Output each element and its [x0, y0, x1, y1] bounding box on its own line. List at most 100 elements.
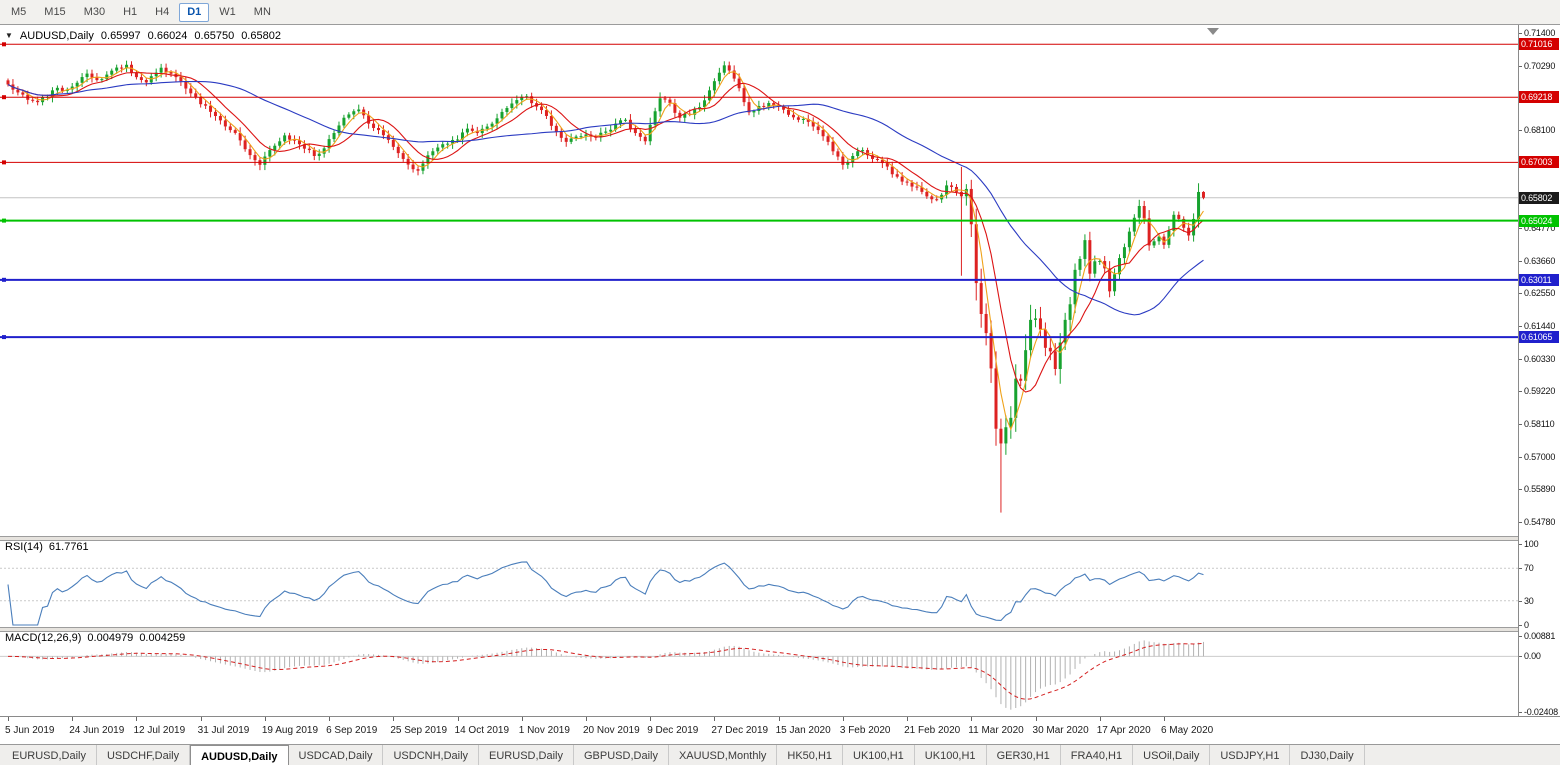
candle-body — [297, 140, 301, 145]
candle-body — [717, 72, 721, 82]
chart-tab[interactable]: AUDUSD,Daily — [190, 745, 289, 765]
hline-anchor-handle[interactable] — [2, 42, 6, 47]
timeframe-button-m15[interactable]: M15 — [44, 5, 66, 18]
candle-body — [1201, 191, 1205, 198]
timeframe-button-h4[interactable]: H4 — [155, 5, 170, 18]
pane-splitter[interactable] — [0, 627, 1518, 632]
candle-body — [801, 118, 805, 120]
rsi-tick — [1519, 544, 1522, 545]
price-tick-label: 0.58110 — [1524, 419, 1555, 430]
price-tick — [1519, 489, 1522, 491]
chart-tab[interactable]: FRA40,H1 — [1061, 745, 1134, 765]
chart-tab[interactable]: USDCAD,Daily — [289, 745, 384, 765]
candle-body — [658, 98, 662, 112]
hline-anchor-handle[interactable] — [2, 218, 6, 223]
candle-body — [861, 150, 865, 152]
candle-body — [179, 77, 183, 82]
candle-body — [485, 126, 489, 129]
chart-tab[interactable]: XAUUSD,Monthly — [669, 745, 778, 765]
candle-body — [357, 109, 361, 112]
candle-body — [85, 73, 89, 78]
candle-body — [1113, 274, 1117, 292]
candle-body — [683, 113, 687, 118]
chart-shift-marker[interactable] — [1207, 28, 1219, 35]
candle-body — [401, 153, 405, 159]
candle-body — [416, 169, 420, 171]
candle-body — [446, 143, 450, 145]
candle-body — [905, 181, 909, 183]
macd-tick — [1519, 656, 1522, 658]
candle-body — [1172, 214, 1176, 231]
chart-tab[interactable]: USOil,Daily — [1133, 745, 1211, 765]
candle-body — [875, 158, 879, 160]
timeframe-button-w1[interactable]: W1 — [219, 5, 236, 18]
chart-tab[interactable]: GBPUSD,Daily — [574, 745, 669, 765]
candle-body — [668, 99, 672, 104]
chart-dropdown-icon[interactable]: ▼ — [5, 31, 13, 40]
candle-body — [732, 70, 736, 79]
candle-body — [1088, 240, 1092, 274]
time-tick — [200, 717, 202, 721]
time-axis[interactable]: 5 Jun 2019 24 Jun 2019 12 Jul 2019 31 Jul 2… — [0, 716, 1560, 744]
candle-body — [55, 87, 59, 91]
chart-tab[interactable]: EURUSD,Daily — [479, 745, 574, 765]
candle-body — [194, 93, 198, 98]
timeframe-button-d1[interactable]: D1 — [179, 2, 210, 22]
candle-body — [115, 67, 119, 71]
chart-tab[interactable]: GER30,H1 — [987, 745, 1061, 765]
hline-anchor-handle[interactable] — [2, 160, 6, 165]
candle-body — [31, 99, 35, 101]
time-axis-label: 6 May 2020 — [1160, 725, 1214, 736]
chart-tab[interactable]: USDCHF,Daily — [97, 745, 191, 765]
price-tick-label: 0.57000 — [1524, 451, 1556, 462]
chart-tab[interactable]: USDJPY,H1 — [1210, 745, 1291, 765]
candle-body — [821, 130, 825, 137]
time-tick — [778, 717, 780, 721]
candle-body — [1093, 261, 1097, 274]
chart-tab[interactable]: USDCNH,Daily — [383, 745, 480, 765]
price-chart-canvas[interactable] — [0, 25, 1518, 716]
candle-body — [772, 103, 776, 106]
chart-tab[interactable]: HK50,H1 — [777, 745, 844, 765]
chart-tab[interactable]: UK100,H1 — [915, 745, 987, 765]
candle-body — [500, 111, 504, 119]
chart-tab[interactable]: EURUSD,Daily — [2, 745, 97, 765]
timeframe-button-m30[interactable]: M30 — [83, 5, 106, 18]
timeframe-button-mn[interactable]: MN — [253, 5, 271, 18]
price-axis: 0.71400 0.70290 0.68100 0.64770 0.63660 0.625… — [1518, 25, 1560, 717]
candle-body — [1157, 236, 1161, 242]
candle-body — [436, 147, 440, 152]
candle-body — [584, 134, 588, 137]
candle-body — [925, 191, 929, 197]
candle-body — [391, 139, 395, 147]
timeframe-button-m5[interactable]: M5 — [11, 5, 27, 18]
candle-body — [228, 126, 232, 131]
chart-tab[interactable]: UK100,H1 — [843, 745, 915, 765]
candle-body — [979, 283, 983, 314]
candle-body — [278, 141, 282, 146]
candle-body — [614, 123, 618, 130]
price-tick — [1519, 65, 1522, 67]
candle-body — [609, 129, 613, 132]
rsi-tick-label: 0 — [1524, 620, 1529, 630]
chart-tab[interactable]: DJ30,Daily — [1290, 745, 1365, 765]
price-tick — [1519, 130, 1522, 132]
candle-body — [895, 174, 899, 177]
pane-splitter[interactable] — [0, 536, 1518, 541]
candle-body — [110, 70, 114, 75]
candle-body — [989, 333, 993, 369]
time-tick — [264, 717, 266, 721]
candle-body — [1122, 247, 1126, 259]
rsi-indicator-name: RSI(14) — [5, 541, 43, 553]
hline-anchor-handle[interactable] — [2, 335, 6, 340]
candle-body — [945, 185, 949, 195]
hline-anchor-handle[interactable] — [2, 277, 6, 282]
price-tick-label: 0.61440 — [1524, 321, 1556, 332]
timeframe-button-h1[interactable]: H1 — [123, 5, 138, 18]
candle-body — [50, 90, 54, 97]
candle-body — [154, 72, 158, 77]
rsi-indicator-label: RSI(14) 61.7761 — [5, 541, 89, 553]
candle-body — [243, 140, 247, 150]
hline-anchor-handle[interactable] — [2, 95, 6, 100]
rsi-tick-label: 100 — [1524, 539, 1539, 549]
